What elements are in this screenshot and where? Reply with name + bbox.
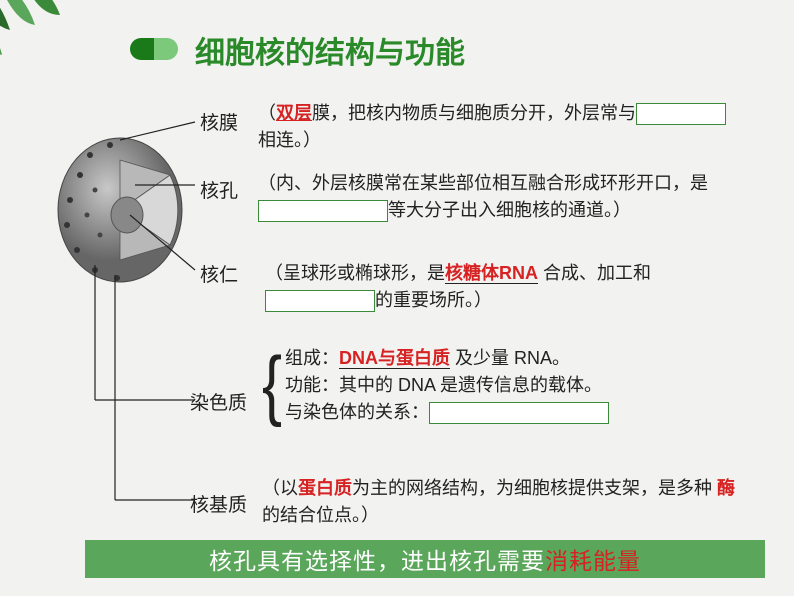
desc-pore: （内、外层核膜常在某些部位相互融合形成环形开口，是等大分子出入细胞核的通道。）	[258, 170, 748, 224]
desc-membrane-pre: （	[258, 103, 276, 123]
desc-matrix-enzyme: 酶	[717, 478, 735, 498]
label-nucleolus: 核仁	[200, 260, 238, 287]
bottom-banner: 核孔具有选择性，进出核孔需要消耗能量	[85, 540, 765, 578]
desc-pore-pre: （内、外层核膜常在某些部位相互融合形成环形开口，是	[258, 173, 708, 193]
desc-nucleolus-highlight: 核糖体RNA	[445, 263, 538, 284]
desc-matrix: （以蛋白质为主的网络结构，为细胞核提供支架，是多种 酶 的结合位点。）	[262, 475, 752, 529]
desc-nucleolus-post: 的重要场所。）	[375, 290, 492, 310]
blank-membrane	[636, 103, 726, 125]
desc-chromatin: 组成：DNA与蛋白质 及少量 RNA。 功能：其中的 DNA 是遗传信息的载体。…	[285, 345, 745, 426]
brace-chromatin: {	[262, 340, 282, 430]
chromatin-comp-label: 组成：	[285, 348, 339, 368]
label-nuclear-membrane: 核膜	[200, 108, 238, 135]
label-chromatin: 染色质	[190, 388, 247, 415]
desc-matrix-pre: （以	[262, 478, 298, 498]
chromatin-rel-label: 与染色体的关系：	[285, 402, 429, 422]
chromatin-func: 功能：其中的 DNA 是遗传信息的载体。	[285, 372, 745, 399]
blank-pore	[258, 200, 388, 222]
desc-membrane-post: 相连。）	[258, 130, 321, 150]
label-nuclear-pore: 核孔	[200, 176, 238, 203]
desc-nucleolus-pre: （呈球形或椭球形，是	[265, 263, 445, 283]
banner-text2: 消耗能量	[545, 542, 641, 576]
chromatin-comp-post: 及少量 RNA。	[455, 348, 570, 368]
desc-membrane-highlight: 双层	[276, 103, 312, 123]
label-lines	[0, 100, 230, 550]
desc-nucleolus: （呈球形或椭球形，是核糖体RNA 合成、加工和的重要场所。）	[265, 260, 755, 314]
desc-matrix-protein: 蛋白质	[298, 478, 352, 498]
chromatin-comp-highlight: DNA与蛋白质	[339, 348, 450, 369]
page-title: 细胞核的结构与功能	[195, 28, 465, 72]
desc-nucleolus-mid: 合成、加工和	[543, 263, 651, 283]
desc-matrix-mid: 为主的网络结构，为细胞核提供支架，是多种	[352, 478, 712, 498]
desc-membrane-mid: 膜，把核内物质与细胞质分开，外层常与	[312, 103, 636, 123]
desc-pore-post: 等大分子出入细胞核的通道。）	[388, 200, 631, 220]
leaf-decoration	[0, 0, 90, 80]
banner-text1: 核孔具有选择性，进出核孔需要	[209, 542, 545, 576]
blank-nucleolus	[265, 290, 375, 312]
label-nuclear-matrix: 核基质	[190, 490, 247, 517]
blank-chromatin	[429, 402, 609, 424]
desc-membrane: （双层膜，把核内物质与细胞质分开，外层常与相连。）	[258, 100, 738, 154]
title-bullet	[130, 38, 178, 60]
desc-matrix-post: 的结合位点。）	[262, 505, 379, 525]
